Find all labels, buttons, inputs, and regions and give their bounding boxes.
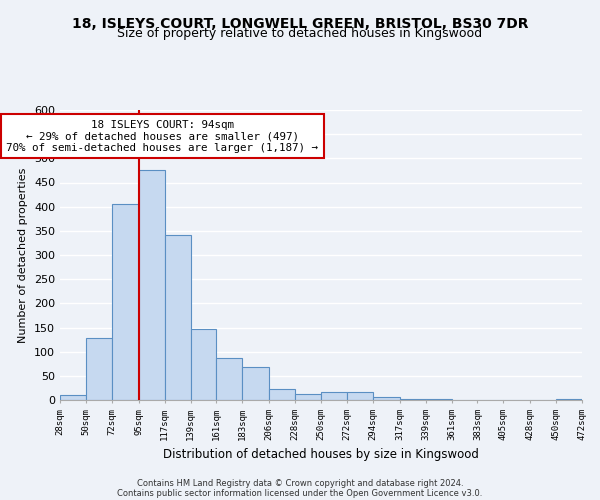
Text: 18 ISLEYS COURT: 94sqm
← 29% of detached houses are smaller (497)
70% of semi-de: 18 ISLEYS COURT: 94sqm ← 29% of detached… [6, 120, 318, 153]
X-axis label: Distribution of detached houses by size in Kingswood: Distribution of detached houses by size … [163, 448, 479, 461]
Text: Contains HM Land Registry data © Crown copyright and database right 2024.: Contains HM Land Registry data © Crown c… [137, 478, 463, 488]
Bar [295, 394, 321, 400]
Bar [86, 338, 112, 400]
Bar [400, 399, 425, 400]
Bar [217, 358, 242, 400]
Bar [425, 399, 452, 400]
Bar [139, 170, 164, 400]
Bar [269, 390, 295, 400]
Bar [321, 392, 347, 400]
Y-axis label: Number of detached properties: Number of detached properties [19, 168, 28, 342]
Text: 18, ISLEYS COURT, LONGWELL GREEN, BRISTOL, BS30 7DR: 18, ISLEYS COURT, LONGWELL GREEN, BRISTO… [72, 18, 528, 32]
Bar [112, 204, 139, 400]
Bar [347, 392, 373, 400]
Bar [191, 330, 217, 400]
Bar [60, 395, 86, 400]
Text: Size of property relative to detached houses in Kingswood: Size of property relative to detached ho… [118, 28, 482, 40]
Bar [373, 397, 400, 400]
Text: Contains public sector information licensed under the Open Government Licence v3: Contains public sector information licen… [118, 488, 482, 498]
Bar [164, 234, 191, 400]
Bar [556, 398, 582, 400]
Bar [242, 367, 269, 400]
